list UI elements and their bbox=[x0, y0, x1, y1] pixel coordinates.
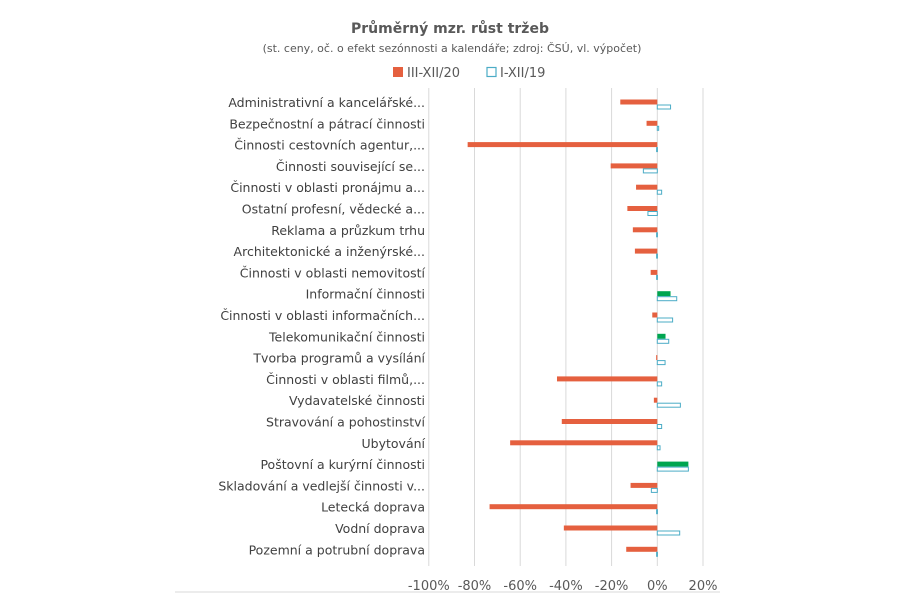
bar-series-2 bbox=[656, 338, 670, 344]
category-label: Vodní doprava bbox=[335, 521, 425, 536]
legend: III-XII/20 I-XII/19 bbox=[393, 66, 545, 81]
bar-series-1 bbox=[653, 397, 658, 403]
bar-series-1 bbox=[563, 525, 658, 531]
category-label: Poštovní a kurýrní činnosti bbox=[260, 457, 425, 472]
bar-series-1 bbox=[636, 184, 658, 190]
bar-series-2 bbox=[656, 360, 666, 366]
bar-series-1 bbox=[626, 546, 658, 552]
bar-series-2 bbox=[656, 274, 658, 280]
chart-title: Průměrný mzr. růst tržeb bbox=[351, 20, 549, 37]
bar-series-2 bbox=[650, 487, 658, 493]
bar-series-1 bbox=[556, 376, 658, 382]
bar-series-2 bbox=[656, 509, 658, 515]
chart-subtitle: (st. ceny, oč. o efekt sezónnosti a kale… bbox=[263, 42, 642, 55]
category-label: Stravování a pohostinství bbox=[266, 415, 426, 430]
bar-series-2 bbox=[656, 232, 658, 238]
bar-series-2 bbox=[656, 424, 663, 429]
bar-series-2 bbox=[656, 402, 681, 408]
category-label: Informační činnosti bbox=[306, 287, 425, 302]
bar-series-2 bbox=[642, 168, 658, 174]
category-label: Činnosti v oblasti pronájmu a... bbox=[230, 180, 425, 195]
bar-series-2 bbox=[656, 317, 674, 323]
bar-series-2 bbox=[656, 104, 672, 110]
category-label: Pozemní a potrubní doprava bbox=[249, 542, 425, 557]
category-label: Skladování a vedlejší činnosti v... bbox=[218, 478, 425, 493]
category-label: Architektonické a inženýrské... bbox=[234, 244, 425, 259]
legend-swatch-series-1 bbox=[393, 67, 403, 77]
category-label: Činnosti cestovních agentur,... bbox=[234, 138, 425, 153]
bar-series-2 bbox=[656, 466, 689, 472]
category-label: Činnosti v oblasti informačních... bbox=[220, 308, 425, 323]
bar-series-1 bbox=[634, 248, 658, 254]
category-label: Tvorba programů a vysílání bbox=[252, 351, 425, 366]
category-label: Vydavatelské činnosti bbox=[289, 393, 425, 408]
bar-series-2 bbox=[656, 253, 658, 259]
category-label: Administrativní a kancelářské... bbox=[228, 95, 425, 110]
bar-series-2 bbox=[656, 189, 663, 195]
bar-series-2 bbox=[656, 125, 660, 131]
bar-series-1 bbox=[489, 504, 658, 510]
bar-series-1 bbox=[657, 461, 689, 467]
x-tick-label: -100% bbox=[408, 579, 450, 594]
x-tick-label: -40% bbox=[549, 579, 583, 594]
category-label: Telekomunikační činnosti bbox=[268, 329, 425, 344]
bar-series-2 bbox=[647, 211, 658, 216]
x-tick-label: -80% bbox=[458, 579, 492, 594]
bar-series-1 bbox=[657, 291, 671, 297]
category-label: Ostatní profesní, vědecké a... bbox=[242, 202, 425, 217]
x-tick-label: -20% bbox=[595, 579, 629, 594]
category-label: Činnosti související se... bbox=[276, 159, 425, 174]
bar-series-2 bbox=[656, 147, 658, 153]
x-tick-label: 20% bbox=[689, 579, 718, 594]
bar-series-1 bbox=[620, 99, 658, 105]
category-label: Činnosti v oblasti nemovitostí bbox=[240, 265, 426, 280]
x-tick-label: 0% bbox=[647, 579, 668, 594]
category-label: Bezpečnostní a pátrací činnosti bbox=[229, 116, 425, 131]
category-label: Reklama a průzkum trhu bbox=[271, 223, 425, 238]
bar-series-2 bbox=[656, 445, 661, 451]
bar-series-1 bbox=[652, 312, 658, 318]
bar-series-1 bbox=[610, 163, 658, 169]
bar-series-1 bbox=[467, 142, 658, 148]
legend-swatch-series-2 bbox=[486, 66, 497, 78]
category-label: Letecká doprava bbox=[321, 500, 425, 515]
bar-series-1 bbox=[646, 120, 658, 126]
bar-series-1 bbox=[510, 440, 658, 446]
bar-series-2 bbox=[656, 296, 678, 302]
bar-series-1 bbox=[656, 355, 658, 361]
bar-series-1 bbox=[630, 482, 658, 488]
x-tick-label: -60% bbox=[503, 579, 537, 594]
legend-label-series-1: III-XII/20 bbox=[407, 66, 460, 81]
category-label: Činnosti v oblasti filmů,... bbox=[266, 372, 425, 387]
bar-series-2 bbox=[656, 530, 681, 536]
bar-series-1 bbox=[561, 419, 658, 424]
bar-series-1 bbox=[657, 333, 666, 339]
category-label: Ubytování bbox=[362, 436, 426, 451]
legend-label-series-2: I-XII/19 bbox=[500, 66, 545, 81]
bar-series-1 bbox=[650, 269, 658, 275]
bar-series-2 bbox=[656, 551, 658, 557]
bar-series-2 bbox=[656, 381, 663, 387]
bar-series-1 bbox=[632, 227, 658, 233]
bar-series-1 bbox=[627, 206, 658, 211]
